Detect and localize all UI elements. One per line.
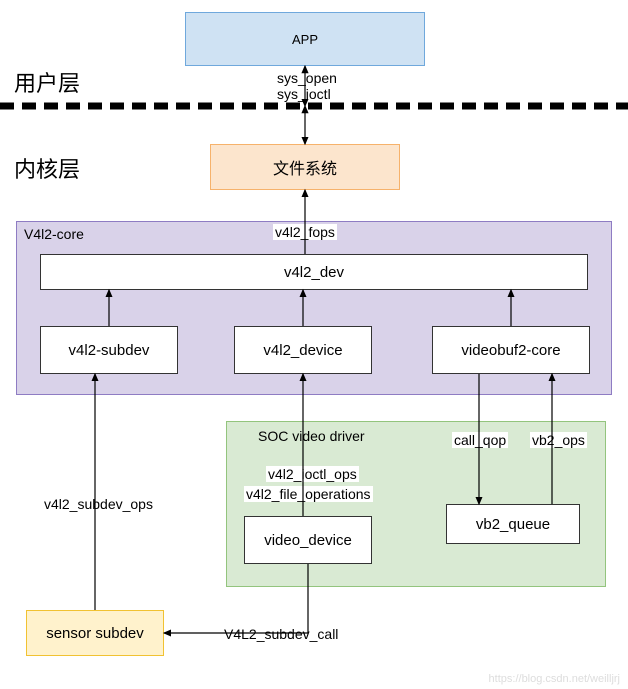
- vb2-ops-label: vb2_ops: [530, 432, 587, 448]
- sensor-subdev-label: sensor subdev: [46, 625, 144, 642]
- videobuf2-core-box: videobuf2-core: [432, 326, 590, 374]
- filesystem-label: 文件系统: [273, 155, 337, 179]
- v4l2-device-box: v4l2_device: [234, 326, 372, 374]
- video-device-box: video_device: [244, 516, 372, 564]
- call-qop-label: call_qop: [452, 432, 508, 448]
- v4l2-subdev-box: v4l2-subdev: [40, 326, 178, 374]
- videobuf2-core-label: videobuf2-core: [461, 342, 560, 359]
- v4l2-file-operations-label: v4l2_file_operations: [244, 486, 373, 502]
- soc-driver-title: SOC video driver: [258, 428, 365, 444]
- sys-open-label: sys_open: [275, 70, 339, 86]
- app-label: APP: [292, 32, 318, 47]
- video-device-label: video_device: [264, 532, 352, 549]
- v4l2-dev-box: v4l2_dev: [40, 254, 588, 290]
- v4l2-subdev-label: v4l2-subdev: [69, 342, 150, 359]
- watermark: https://blog.csdn.net/weilljrj: [489, 673, 620, 685]
- sensor-subdev-box: sensor subdev: [26, 610, 164, 656]
- sys-ioctl-label: sys_ioctl: [275, 86, 333, 102]
- v4l2-ioctl-ops-label: v4l2_ioctl_ops: [266, 466, 359, 482]
- filesystem-box: 文件系统: [210, 144, 400, 190]
- user-layer-label: 用户层: [14, 66, 80, 98]
- v4l2-subdev-ops-label: v4l2_subdev_ops: [42, 496, 155, 512]
- kernel-layer-label: 内核层: [14, 152, 80, 184]
- v4l2-device-label: v4l2_device: [263, 342, 342, 359]
- subdev-call-label: V4L2_subdev_call: [222, 626, 340, 642]
- app-box: APP: [185, 12, 425, 66]
- v4l2-dev-label: v4l2_dev: [284, 264, 344, 281]
- v4l2-core-title: V4l2-core: [24, 226, 84, 242]
- vb2-queue-label: vb2_queue: [476, 516, 550, 533]
- vb2-queue-box: vb2_queue: [446, 504, 580, 544]
- v4l2-fops-label: v4l2_fops: [273, 224, 337, 240]
